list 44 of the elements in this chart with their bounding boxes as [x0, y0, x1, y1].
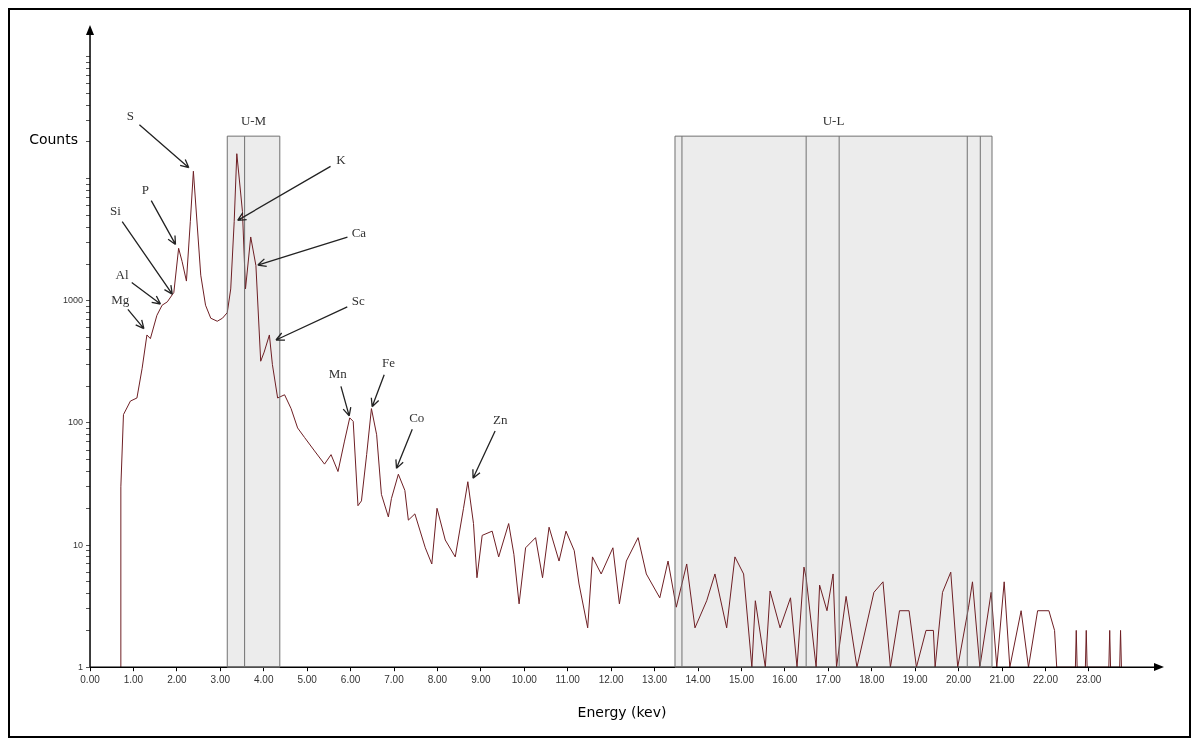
band-label: U-L [822, 113, 845, 129]
x-tick-label: 19.00 [902, 673, 929, 685]
x-tick-label: 4.00 [254, 673, 274, 685]
x-tick-label: 23.00 [1076, 673, 1102, 685]
x-tick-label: 12.00 [598, 673, 625, 685]
annotation: S [126, 108, 134, 124]
x-tick-label: 5.00 [297, 673, 318, 685]
x-tick-label: 9.00 [471, 673, 492, 685]
x-tick-label: 17.00 [815, 673, 842, 685]
annotation: Mn [328, 366, 348, 382]
annotation: P [141, 181, 150, 197]
annotation: Ca [351, 225, 367, 241]
x-tick-label: 1.00 [123, 673, 144, 685]
x-tick-label: 16.00 [772, 673, 798, 685]
y-tick-label: 1 [78, 661, 84, 672]
y-axis-title: Counts [29, 130, 79, 147]
annotation: Co [409, 409, 425, 425]
x-tick-label: 20.00 [946, 673, 972, 685]
x-tick-label: 21.00 [989, 673, 1015, 685]
annotation: Fe [381, 355, 396, 371]
x-tick-label: 7.00 [384, 673, 405, 685]
x-tick-label: 22.00 [1032, 673, 1059, 685]
annotation: K [336, 151, 347, 167]
x-axis-title: Energy (kev) [577, 704, 667, 721]
x-tick-label: 10.00 [511, 673, 538, 685]
x-tick-label: 2.00 [167, 673, 188, 685]
annotation: Sc [351, 293, 365, 309]
x-tick-label: 14.00 [685, 673, 711, 685]
y-tick-label: 1000 [62, 295, 84, 306]
annotation: Al [115, 266, 129, 282]
x-tick-label: 3.00 [210, 673, 231, 685]
annotation: Si [109, 203, 122, 219]
x-tick-label: 0.00 [80, 673, 101, 685]
annotation: Zn [492, 411, 508, 427]
annotation: Mg [111, 291, 130, 307]
x-tick-label: 8.00 [427, 673, 448, 685]
x-tick-label: 13.00 [642, 673, 668, 685]
x-tick-label: 15.00 [728, 673, 755, 685]
y-tick-label: 100 [67, 417, 84, 428]
x-tick-label: 6.00 [340, 673, 361, 685]
x-tick-label: 18.00 [859, 673, 885, 685]
band-label: U-M [240, 113, 267, 129]
y-tick-label: 10 [73, 539, 84, 550]
x-tick-label: 11.00 [555, 673, 581, 685]
